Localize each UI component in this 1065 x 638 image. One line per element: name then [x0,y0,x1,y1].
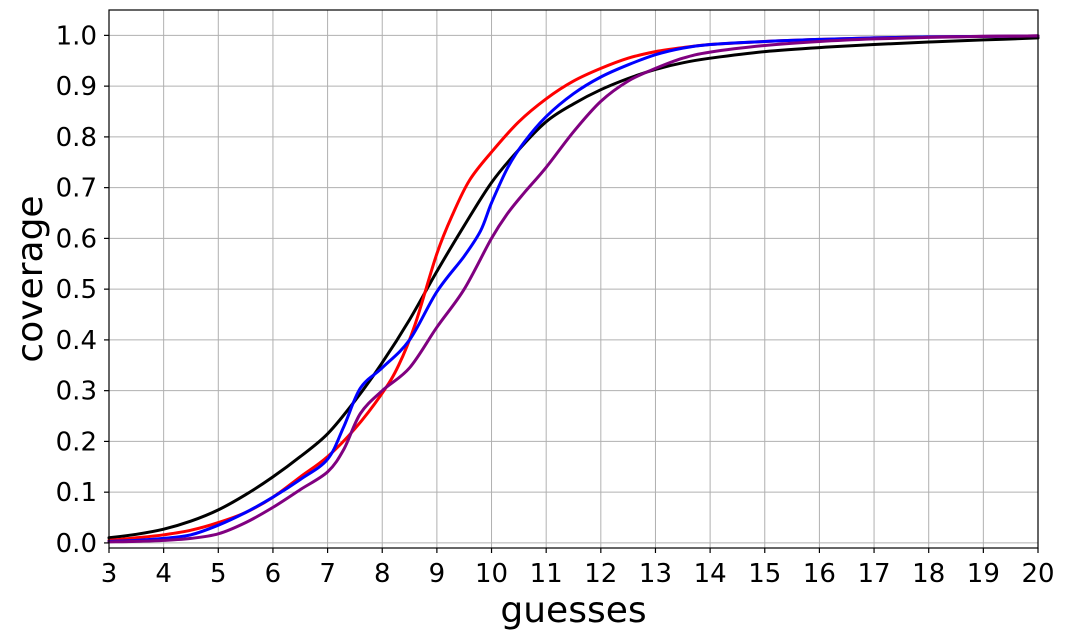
x-tick-label: 19 [967,559,1000,589]
x-tick-label: 7 [319,559,336,589]
x-tick-label: 8 [374,559,391,589]
x-tick-label: 15 [748,559,781,589]
x-tick-label: 10 [475,559,508,589]
x-tick-label: 12 [584,559,617,589]
y-tick-label: 0.1 [56,478,97,508]
x-tick-label: 13 [639,559,672,589]
x-tick-label: 17 [858,559,891,589]
series-line-0 [107,36,1040,540]
y-tick-label: 0.8 [56,123,97,153]
plot-frame [108,9,1039,549]
y-tick-label: 0.0 [56,529,97,559]
x-tick-label: 11 [530,559,563,589]
x-tick-label: 16 [803,559,836,589]
y-tick-label: 0.3 [56,377,97,407]
y-tick-label: 0.9 [56,72,97,102]
x-tick-label: 6 [265,559,282,589]
y-tick-label: 1.0 [56,21,97,51]
x-tick-label: 18 [912,559,945,589]
x-tick-label: 9 [429,559,446,589]
series-line-3 [107,34,1040,544]
series-line-2 [107,34,1040,543]
y-axis-label: coverage [10,195,51,362]
y-tick-label: 0.4 [56,326,97,356]
x-tick-label: 20 [1021,559,1054,589]
y-tick-label: 0.5 [56,275,97,305]
y-tick-label: 0.2 [56,427,97,457]
axis-ticks: 3 4 5 6 7 8 9 10 11 12 13 14 15 16 17 18 19 20 0.0 0.1 0.2 0.… [56,21,1055,589]
x-tick-label: 5 [210,559,227,589]
x-tick-label: 3 [101,559,118,589]
y-tick-label: 0.6 [56,224,97,254]
y-tick-label: 0.7 [56,174,97,204]
x-tick-label: 14 [694,559,727,589]
x-tick-label: 4 [155,559,172,589]
grid [108,10,1039,548]
x-axis-label: guesses [500,590,646,631]
series-lines [107,34,1040,544]
